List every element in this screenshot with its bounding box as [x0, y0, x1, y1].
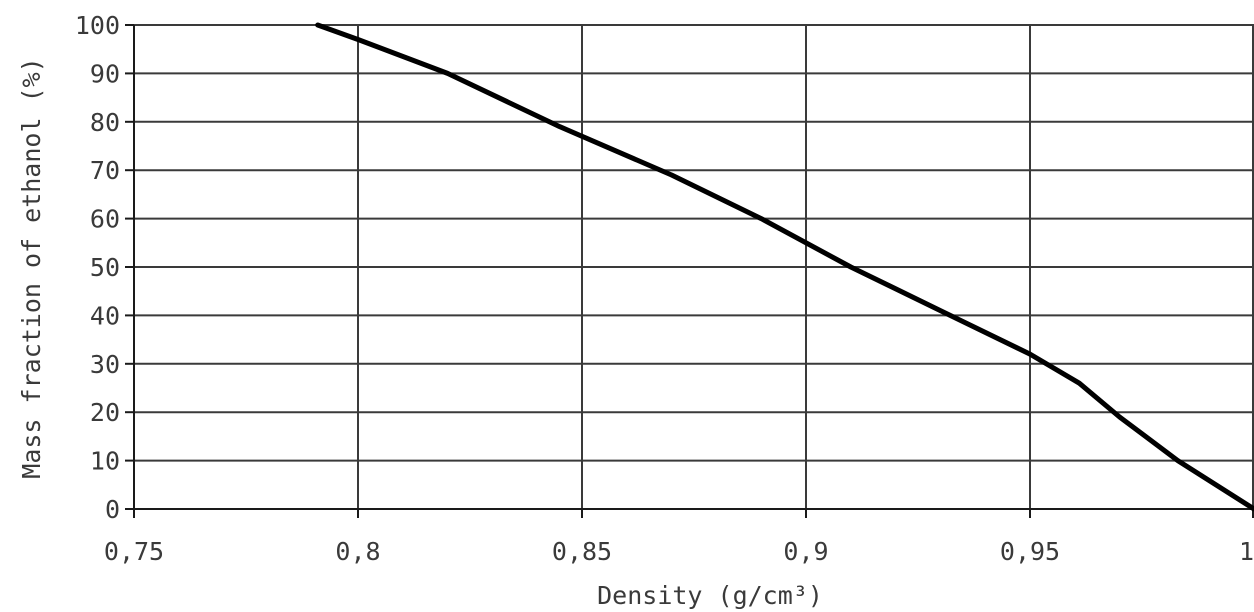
y-axis-ticks: 0 10 20 30 40 50 60 70 80 90 100 — [75, 11, 134, 524]
x-tick-label: 0,75 — [104, 537, 164, 566]
y-tick-label: 40 — [90, 301, 120, 330]
y-tick-label: 10 — [90, 447, 120, 476]
grid — [134, 24, 1254, 509]
y-tick-label: 50 — [90, 253, 120, 282]
y-axis-title: Mass fraction of ethanol (%) — [17, 57, 46, 478]
y-tick-label: 90 — [90, 59, 120, 88]
x-tick-label: 0,8 — [335, 537, 380, 566]
y-tick-label: 60 — [90, 205, 120, 234]
x-tick-label: 0,9 — [783, 537, 828, 566]
y-tick-label: 100 — [75, 11, 120, 40]
y-tick-label: 80 — [90, 108, 120, 137]
x-axis-ticks: 0,75 0,8 0,85 0,9 0,95 1 — [104, 509, 1254, 566]
y-tick-label: 30 — [90, 350, 120, 379]
series-line — [315, 22, 1254, 512]
x-tick-label: 0,85 — [552, 537, 612, 566]
x-axis-title: Density (g/cm³) — [597, 581, 823, 610]
series — [315, 22, 1254, 512]
y-tick-label: 20 — [90, 398, 120, 427]
x-tick-label: 0,95 — [1000, 537, 1060, 566]
y-tick-label: 0 — [105, 495, 120, 524]
x-tick-label: 1 — [1239, 537, 1254, 566]
y-tick-label: 70 — [90, 156, 120, 185]
